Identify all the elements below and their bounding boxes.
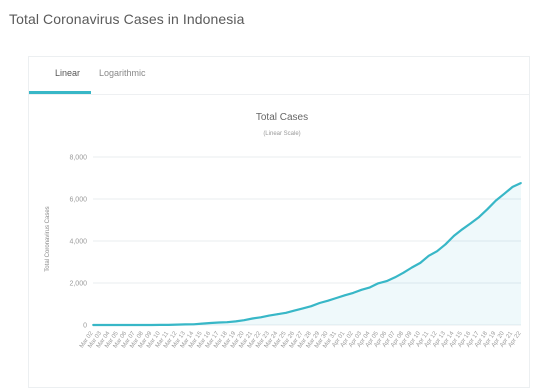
data-point bbox=[503, 192, 506, 195]
data-point bbox=[184, 323, 187, 326]
data-point bbox=[327, 299, 329, 302]
data-point bbox=[394, 276, 397, 279]
data-point bbox=[192, 323, 195, 326]
data-point bbox=[461, 228, 464, 231]
data-point bbox=[436, 250, 438, 253]
data-point bbox=[310, 305, 313, 308]
y-tick-label: 2,000 bbox=[69, 281, 87, 288]
y-tick-label: 8,000 bbox=[69, 155, 87, 162]
data-point bbox=[226, 321, 229, 324]
data-point bbox=[402, 271, 405, 274]
scale-tabs: Linear Logarithmic bbox=[29, 57, 529, 95]
y-tick-label: 0 bbox=[83, 323, 87, 330]
data-point bbox=[385, 280, 388, 282]
data-point bbox=[234, 320, 237, 323]
data-point bbox=[100, 324, 103, 326]
data-point bbox=[478, 216, 480, 219]
y-axis: 0 2,000 4,000 6,000 8,000 bbox=[69, 155, 87, 330]
data-point bbox=[159, 324, 162, 326]
data-point bbox=[217, 321, 220, 324]
series-points bbox=[92, 182, 522, 326]
data-point bbox=[176, 323, 178, 326]
data-point bbox=[150, 324, 153, 326]
active-tab-indicator bbox=[29, 91, 91, 94]
data-point bbox=[108, 324, 111, 326]
data-point bbox=[335, 297, 338, 299]
tab-linear[interactable]: Linear bbox=[55, 68, 81, 78]
data-point bbox=[352, 292, 355, 294]
chart-title: Total Cases bbox=[256, 112, 308, 123]
page-title: Total Coronavirus Cases in Indonesia bbox=[9, 11, 245, 27]
data-point bbox=[92, 324, 94, 326]
data-point bbox=[276, 313, 279, 316]
series-area bbox=[93, 183, 521, 325]
data-point bbox=[209, 322, 212, 324]
data-point bbox=[369, 286, 371, 289]
data-point bbox=[494, 199, 497, 202]
data-point bbox=[444, 243, 447, 246]
tab-logarithmic[interactable]: Logarithmic bbox=[99, 68, 146, 78]
chart-subtitle: (Linear Scale) bbox=[263, 131, 300, 137]
data-point bbox=[411, 266, 413, 269]
data-point bbox=[377, 282, 380, 285]
data-point bbox=[117, 324, 120, 326]
data-point bbox=[251, 317, 254, 320]
data-point bbox=[268, 314, 271, 317]
data-point bbox=[511, 186, 514, 188]
data-point bbox=[469, 222, 472, 225]
data-point bbox=[142, 324, 145, 326]
data-point bbox=[201, 322, 203, 325]
data-point bbox=[520, 182, 522, 184]
y-axis-title: Total Coronavirus Cases bbox=[45, 206, 51, 271]
data-point bbox=[134, 324, 136, 326]
data-point bbox=[167, 323, 170, 326]
data-point bbox=[293, 309, 296, 312]
data-point bbox=[125, 324, 128, 326]
series-line bbox=[93, 182, 522, 327]
y-tick-label: 6,000 bbox=[69, 197, 87, 204]
data-point bbox=[285, 311, 287, 314]
data-point bbox=[419, 262, 422, 264]
y-tick-label: 4,000 bbox=[69, 239, 87, 246]
data-point bbox=[301, 307, 304, 310]
data-point bbox=[243, 319, 245, 322]
chart-card: Linear Logarithmic 0 2,000 4,000 6,000 8,000… bbox=[28, 56, 530, 388]
data-point bbox=[343, 294, 346, 297]
data-point bbox=[360, 288, 363, 291]
data-point bbox=[486, 208, 489, 211]
data-point bbox=[427, 254, 430, 257]
data-point bbox=[259, 316, 262, 319]
data-point bbox=[318, 302, 321, 304]
data-point bbox=[452, 235, 455, 237]
